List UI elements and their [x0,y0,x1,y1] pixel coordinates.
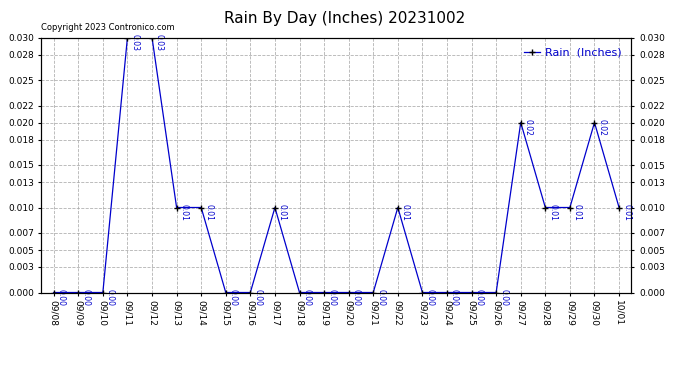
Rain  (Inches) [443,290,451,295]
Rain  (Inches) [566,205,574,210]
Legend: Rain  (Inches): Rain (Inches) [519,43,626,62]
Rain  (Inches) [148,35,156,40]
Rain  (Inches) [246,290,255,295]
Text: 0.01: 0.01 [622,204,631,221]
Text: 0.01: 0.01 [204,204,213,221]
Text: 0.00: 0.00 [499,289,508,306]
Text: 0.00: 0.00 [228,289,238,306]
Line: Rain  (Inches): Rain (Inches) [51,35,622,295]
Text: 0.00: 0.00 [352,289,361,306]
Text: 0.00: 0.00 [302,289,311,306]
Text: 0.03: 0.03 [130,34,139,51]
Rain  (Inches) [74,290,82,295]
Rain  (Inches) [221,290,230,295]
Text: 0.00: 0.00 [81,289,90,306]
Rain  (Inches) [517,120,525,125]
Rain  (Inches) [615,205,623,210]
Rain  (Inches) [591,120,599,125]
Text: 0.01: 0.01 [573,204,582,221]
Text: 0.00: 0.00 [450,289,459,306]
Rain  (Inches) [344,290,353,295]
Rain  (Inches) [99,290,107,295]
Text: 0.00: 0.00 [253,289,262,306]
Rain  (Inches) [541,205,549,210]
Text: Rain By Day (Inches) 20231002: Rain By Day (Inches) 20231002 [224,11,466,26]
Rain  (Inches) [172,205,181,210]
Text: 0.01: 0.01 [278,204,287,221]
Rain  (Inches) [492,290,500,295]
Rain  (Inches) [369,290,377,295]
Rain  (Inches) [50,290,58,295]
Text: 0.02: 0.02 [524,119,533,136]
Rain  (Inches) [270,205,279,210]
Rain  (Inches) [418,290,426,295]
Rain  (Inches) [124,35,132,40]
Text: 0.01: 0.01 [549,204,558,221]
Text: 0.01: 0.01 [401,204,410,221]
Text: 0.00: 0.00 [106,289,115,306]
Text: 0.01: 0.01 [179,204,188,221]
Rain  (Inches) [197,205,206,210]
Rain  (Inches) [320,290,328,295]
Text: Copyright 2023 Contronico.com: Copyright 2023 Contronico.com [41,23,175,32]
Rain  (Inches) [295,290,304,295]
Text: 0.00: 0.00 [425,289,435,306]
Rain  (Inches) [394,205,402,210]
Text: 0.00: 0.00 [327,289,336,306]
Rain  (Inches) [467,290,475,295]
Text: 0.00: 0.00 [376,289,385,306]
Text: 0.00: 0.00 [57,289,66,306]
Text: 0.00: 0.00 [475,289,484,306]
Text: 0.02: 0.02 [598,119,607,136]
Text: 0.03: 0.03 [155,34,164,51]
